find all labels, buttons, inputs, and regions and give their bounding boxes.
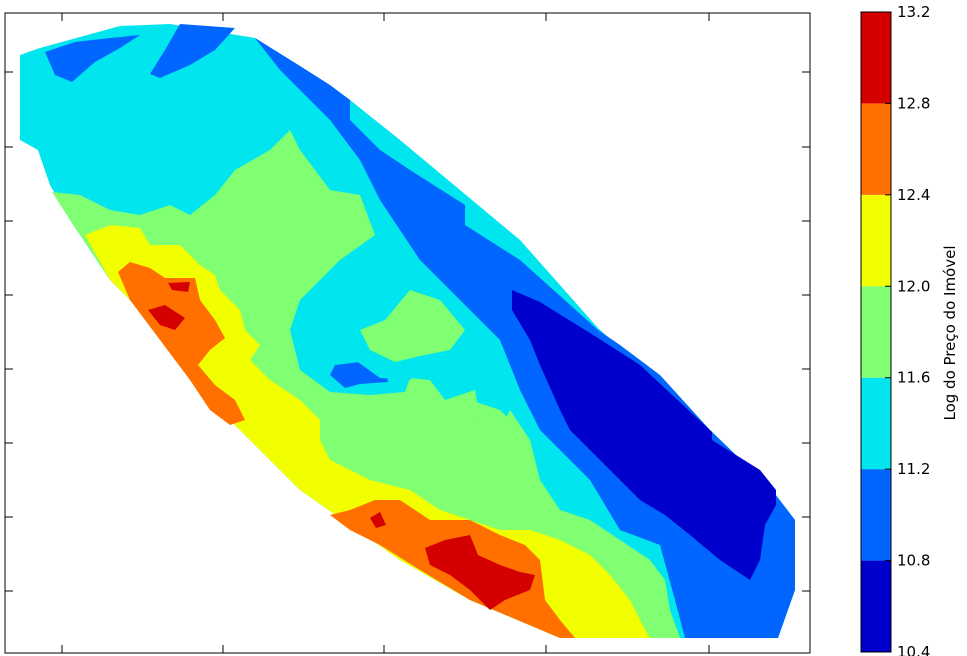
plot-frame bbox=[4, 12, 811, 654]
contour-band-10.8-11.2-nw bbox=[45, 35, 140, 82]
colorbar-tick-label: 11.6 bbox=[897, 369, 930, 387]
contour-band-12.8-13.2-south bbox=[425, 535, 535, 610]
colorbar-segment bbox=[861, 469, 891, 561]
contour-band-10.8-11.2-pocket-3 bbox=[682, 600, 705, 628]
axis-ticks bbox=[5, 13, 810, 653]
colorbar-tick-label: 10.4 bbox=[897, 643, 930, 656]
colorbar-tick-label: 10.8 bbox=[897, 552, 930, 570]
contour-band-11.6-12.0-inner bbox=[360, 290, 465, 362]
contour-band-10.8-11.2-pocket-4 bbox=[742, 602, 768, 628]
colorbar: 10.4 10.8 11.2 11.6 12.0 12.4 12.8 13.2 bbox=[860, 3, 930, 656]
contour-band-11.6-12.0-patch bbox=[470, 400, 540, 490]
contour-band-12.4-12.8 bbox=[118, 262, 245, 425]
contour-band-12.8-13.2-south-2 bbox=[370, 512, 386, 528]
colorbar-segment bbox=[861, 12, 891, 104]
colorbar-segment bbox=[861, 194, 891, 287]
colorbar-segment bbox=[861, 286, 891, 378]
colorbar-segment bbox=[861, 560, 891, 652]
colorbar-tick-label: 12.8 bbox=[897, 94, 930, 112]
colorbar-tick-label: 13.2 bbox=[897, 3, 930, 21]
colorbar-segment bbox=[861, 103, 891, 195]
colorbar-tick-label: 12.4 bbox=[897, 186, 930, 204]
colorbar-frame bbox=[860, 11, 892, 653]
colorbar-tick-label: 11.2 bbox=[897, 460, 930, 478]
contour-band-10.4-10.8 bbox=[512, 290, 776, 580]
colorbar-segment bbox=[861, 377, 891, 470]
colorbar-tick-label: 12.0 bbox=[897, 277, 930, 295]
contour-band-10.8-11.2-north bbox=[150, 24, 235, 78]
colorbar-label: Log do Preço do Imóvel bbox=[941, 245, 959, 420]
plot-area bbox=[4, 12, 811, 654]
contour-field bbox=[20, 24, 795, 638]
contour-band-12.0-12.4 bbox=[85, 225, 650, 638]
contour-band-12.8-13.2-west bbox=[148, 305, 185, 330]
contour-band-12.8-13.2-west-2 bbox=[168, 282, 190, 292]
contour-band-11.6-12.0 bbox=[52, 130, 680, 638]
